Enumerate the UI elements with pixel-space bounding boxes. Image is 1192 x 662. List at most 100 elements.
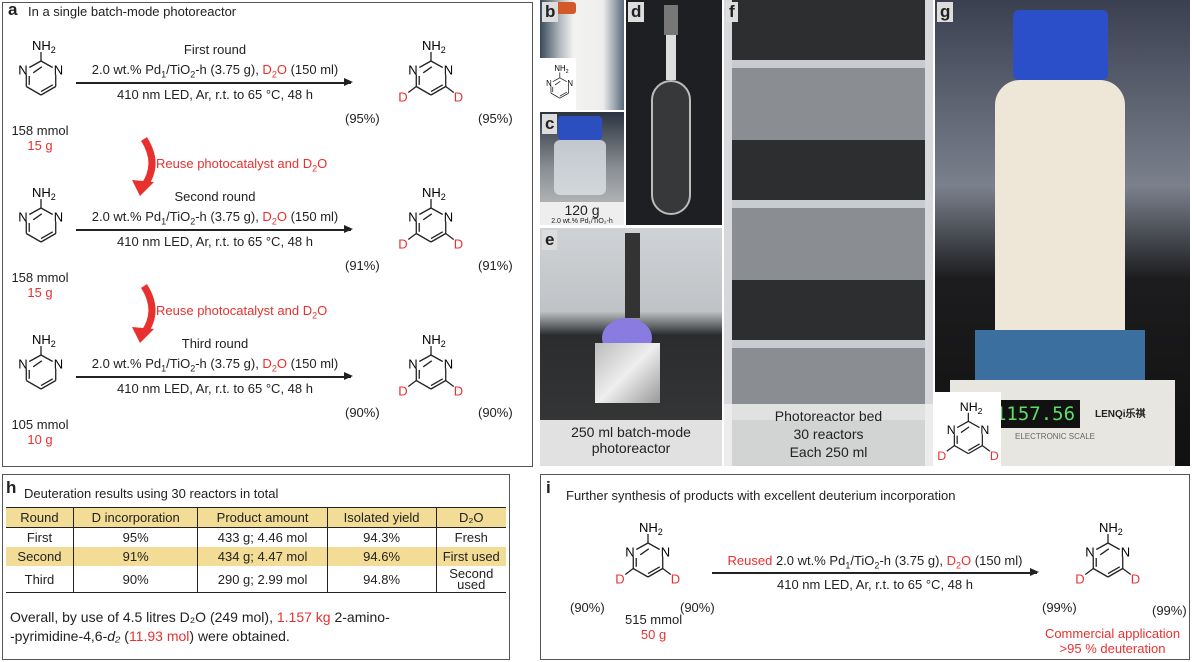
cond: 2.0 wt.% Pd [775, 553, 846, 568]
reaction-arrow [76, 373, 353, 379]
cond: /TiO [166, 209, 191, 224]
summary-part: d₂ [107, 628, 121, 644]
nh2-sub: 2 [51, 192, 56, 202]
n-atom: N [444, 357, 453, 372]
cond: (150 ml) [971, 553, 1023, 568]
starting-material-structure: NH2 N N [18, 332, 63, 390]
photo-f-label: f [726, 2, 738, 22]
cond: -h (3.75 g), [879, 553, 947, 568]
nh2-sub: 2 [658, 527, 663, 537]
n-atom: N [408, 63, 417, 78]
cond: O [276, 209, 287, 224]
sm-mmol: 515 mmol [625, 612, 683, 627]
photo-c-caption: 120 g [564, 202, 600, 218]
svg-text:NH2: NH2 [1099, 520, 1123, 537]
n-atom: N [408, 210, 417, 225]
reused-label: Reused [727, 553, 773, 568]
summary-moles: 11.93 mol [128, 628, 190, 644]
cond: O [961, 553, 972, 568]
cond: /TiO [166, 356, 191, 371]
nh2-sub: 2 [566, 69, 569, 75]
cell: 91% [72, 547, 198, 566]
reuse-sub: 2 [312, 163, 318, 174]
photo-e-label: e [542, 230, 558, 250]
n-atom: N [18, 63, 27, 78]
scale-text: ELECTRONIC SCALE [1015, 432, 1096, 441]
panel-i [540, 474, 1190, 660]
cond: 2 [271, 363, 277, 374]
table-row: Second 91% 434 g; 4.47 mol 94.6% First used [6, 547, 506, 566]
cond: 2.0 wt.% Pd [91, 62, 162, 77]
cond: 2.0 wt.% Pd [91, 356, 162, 371]
d-atom: D [398, 237, 407, 252]
sm-mmol: 105 mmol [11, 417, 69, 432]
cond: 2 [190, 216, 196, 227]
cell: 94.6% [326, 547, 436, 566]
svg-text:NH2: NH2 [32, 185, 56, 202]
reuse-label: Reuse photocatalyst and D2O [156, 303, 327, 321]
table-row: Third 90% 290 g; 2.99 mol 94.8% Second used [6, 566, 506, 593]
reaction-arrow [76, 79, 353, 85]
conditions-line2: 410 nm LED, Ar, r.t. to 65 °C, 48 h [117, 87, 313, 102]
n-atom: N [947, 423, 956, 437]
commercial-note: Commercial application >95 % deuteration [1040, 626, 1185, 656]
panel-h-title: Deuteration results using 30 reactors in… [24, 486, 279, 501]
app-line2: >95 % deuteration [1059, 641, 1166, 656]
photo-f-caption: Photoreactor bed [774, 408, 883, 424]
sm-mass: 15 g [27, 138, 53, 153]
sm-mmol: 158 mmol [11, 123, 69, 138]
sm-right-percent: (90%) [680, 600, 715, 615]
d-atom: D [454, 384, 463, 399]
nh2-sub: 2 [441, 339, 446, 349]
round-label: Third round [181, 336, 249, 351]
photo-f-caption2: 30 reactors [793, 426, 864, 442]
yield-right: (95%) [478, 111, 513, 126]
cond: 2 [271, 69, 277, 80]
header-d-incorporation: D incorporation [72, 507, 198, 528]
cond: O [276, 62, 287, 77]
cell: First [26, 530, 53, 545]
photo-f: f Photoreactor bed 30 reactors Each 250 … [724, 0, 933, 466]
sm-mass: 50 g [640, 627, 667, 642]
sm-amount: 158 mmol 15 g [5, 270, 75, 300]
panel-a [2, 2, 533, 467]
panel-a-title: In a single batch-mode photoreactor [28, 4, 237, 19]
cond: 2 [190, 69, 196, 80]
cond: 2 [190, 363, 196, 374]
sm-mass: 10 g [27, 432, 53, 447]
yield-right: (91%) [478, 258, 513, 273]
n-atom: N [54, 210, 63, 225]
cond: (150 ml) [286, 356, 339, 371]
cell: 95% [72, 527, 198, 547]
product-right-percent: (99%) [1152, 603, 1187, 618]
svg-text:NH2: NH2 [32, 332, 56, 349]
d-atom: D [1131, 572, 1140, 587]
round-label: First round [183, 42, 247, 57]
cond: /TiO [850, 553, 875, 568]
nh2-sub: 2 [441, 192, 446, 202]
starting-material-structure: NH2 N N [18, 185, 63, 243]
photo-g-label: g [937, 2, 954, 22]
nh2-label: NH [422, 185, 441, 200]
n-atom: N [18, 210, 27, 225]
cell: 434 g; 4.47 mol [197, 547, 328, 566]
cond: 2 [271, 216, 277, 227]
sm-amount: 515 mmol 50 g [625, 612, 682, 642]
summary-part: -pyrimidine-4,6- [10, 628, 108, 644]
cond: 2 [956, 560, 962, 571]
photo-d-label: d [628, 2, 645, 22]
nh2-sub: 2 [51, 339, 56, 349]
cond: D [946, 553, 957, 568]
summary-part: ) were obtained. [189, 628, 290, 644]
panel-h-label: h [6, 478, 17, 497]
cond: 2 [874, 560, 880, 571]
cell: 90% [72, 566, 198, 593]
summary-text: Overall, by use of 4.5 litres D₂O (249 m… [10, 608, 500, 646]
d-atom: D [937, 449, 946, 463]
n-atom: N [54, 63, 63, 78]
